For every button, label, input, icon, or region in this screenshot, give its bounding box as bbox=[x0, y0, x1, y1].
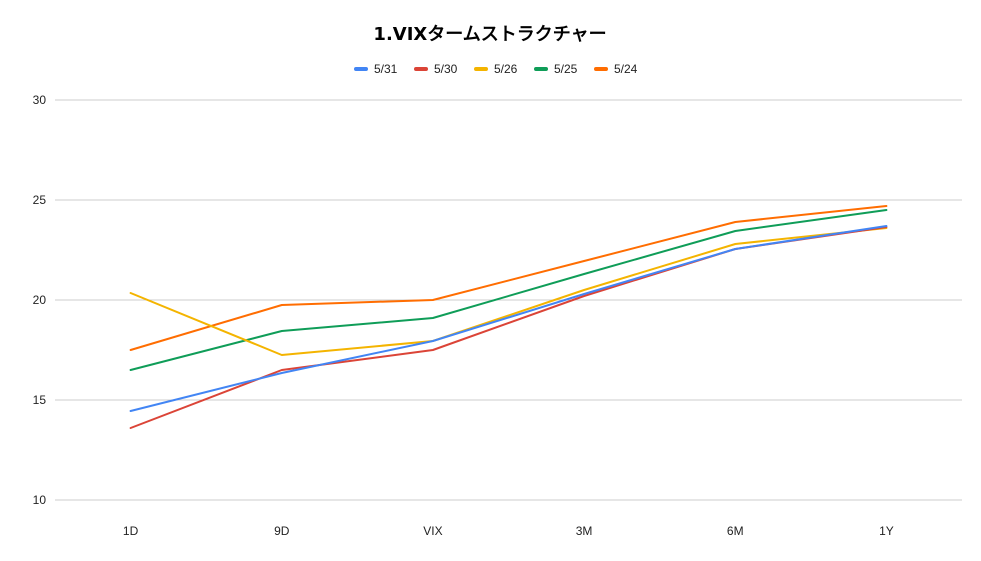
legend-swatch bbox=[354, 67, 368, 71]
y-tick-label: 20 bbox=[33, 293, 47, 307]
legend-item-5-31[interactable]: 5/31 bbox=[354, 62, 398, 76]
series-line-5-25 bbox=[129, 209, 888, 371]
y-tick-label: 10 bbox=[33, 493, 47, 507]
gridlines bbox=[55, 99, 962, 501]
x-tick-label: 1D bbox=[123, 524, 139, 538]
y-tick-label: 30 bbox=[33, 93, 47, 107]
series-line-5-26 bbox=[129, 227, 888, 356]
legend-label: 5/25 bbox=[554, 62, 578, 76]
legend-item-5-30[interactable]: 5/30 bbox=[414, 62, 458, 76]
legend-label: 5/30 bbox=[434, 62, 458, 76]
legend-item-5-24[interactable]: 5/24 bbox=[594, 62, 638, 76]
legend-swatch bbox=[474, 67, 488, 71]
series-lines bbox=[129, 205, 888, 429]
legend-label: 5/24 bbox=[614, 62, 638, 76]
x-axis-ticks: 1D 9D VIX 3M 6M 1Y bbox=[123, 524, 894, 538]
chart-title: 1.VIXタームストラクチャー bbox=[373, 24, 606, 45]
legend-item-5-26[interactable]: 5/26 bbox=[474, 62, 518, 76]
x-tick-label: 6M bbox=[727, 524, 744, 538]
series-line-5-24 bbox=[129, 205, 888, 351]
y-axis-ticks: 10 15 20 25 30 bbox=[33, 93, 47, 507]
legend-swatch bbox=[414, 67, 428, 71]
x-tick-label: 3M bbox=[576, 524, 593, 538]
legend: 5/31 5/30 5/26 5/25 5/24 bbox=[354, 62, 638, 76]
x-tick-label: 9D bbox=[274, 524, 290, 538]
legend-label: 5/26 bbox=[494, 62, 518, 76]
x-tick-label: VIX bbox=[423, 524, 442, 538]
legend-label: 5/31 bbox=[374, 62, 398, 76]
legend-item-5-25[interactable]: 5/25 bbox=[534, 62, 578, 76]
x-tick-label: 1Y bbox=[879, 524, 894, 538]
series-line-5-31 bbox=[129, 225, 888, 412]
legend-swatch bbox=[594, 67, 608, 71]
y-tick-label: 25 bbox=[33, 193, 47, 207]
legend-swatch bbox=[534, 67, 548, 71]
y-tick-label: 15 bbox=[33, 393, 47, 407]
series-line-5-30 bbox=[129, 226, 888, 429]
